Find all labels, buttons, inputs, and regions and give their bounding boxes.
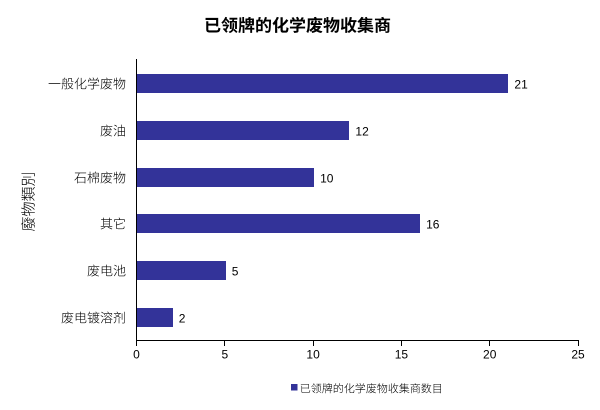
svg-text:21: 21 <box>514 77 528 91</box>
svg-text:2: 2 <box>179 311 186 325</box>
svg-text:10: 10 <box>306 348 320 362</box>
svg-text:5: 5 <box>221 348 228 362</box>
svg-text:10: 10 <box>320 171 334 185</box>
svg-text:0: 0 <box>133 348 140 362</box>
svg-text:16: 16 <box>426 217 440 231</box>
svg-text:12: 12 <box>355 124 369 138</box>
svg-text:25: 25 <box>571 348 585 362</box>
svg-text:20: 20 <box>483 348 497 362</box>
svg-text:15: 15 <box>395 348 409 362</box>
svg-text:5: 5 <box>232 264 239 278</box>
